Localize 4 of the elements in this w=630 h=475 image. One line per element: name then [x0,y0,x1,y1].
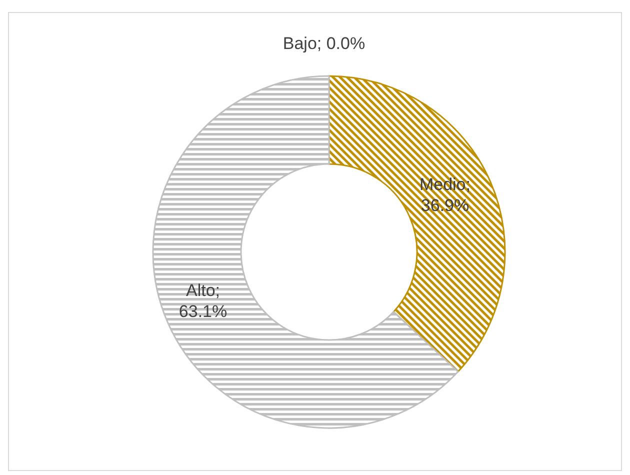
slice-label: Alto; 63.1% [178,280,228,321]
slice-label: Medio; 36.9% [419,175,470,216]
category-label: Bajo; 0.0% [282,34,366,53]
donut-slice [328,75,506,372]
